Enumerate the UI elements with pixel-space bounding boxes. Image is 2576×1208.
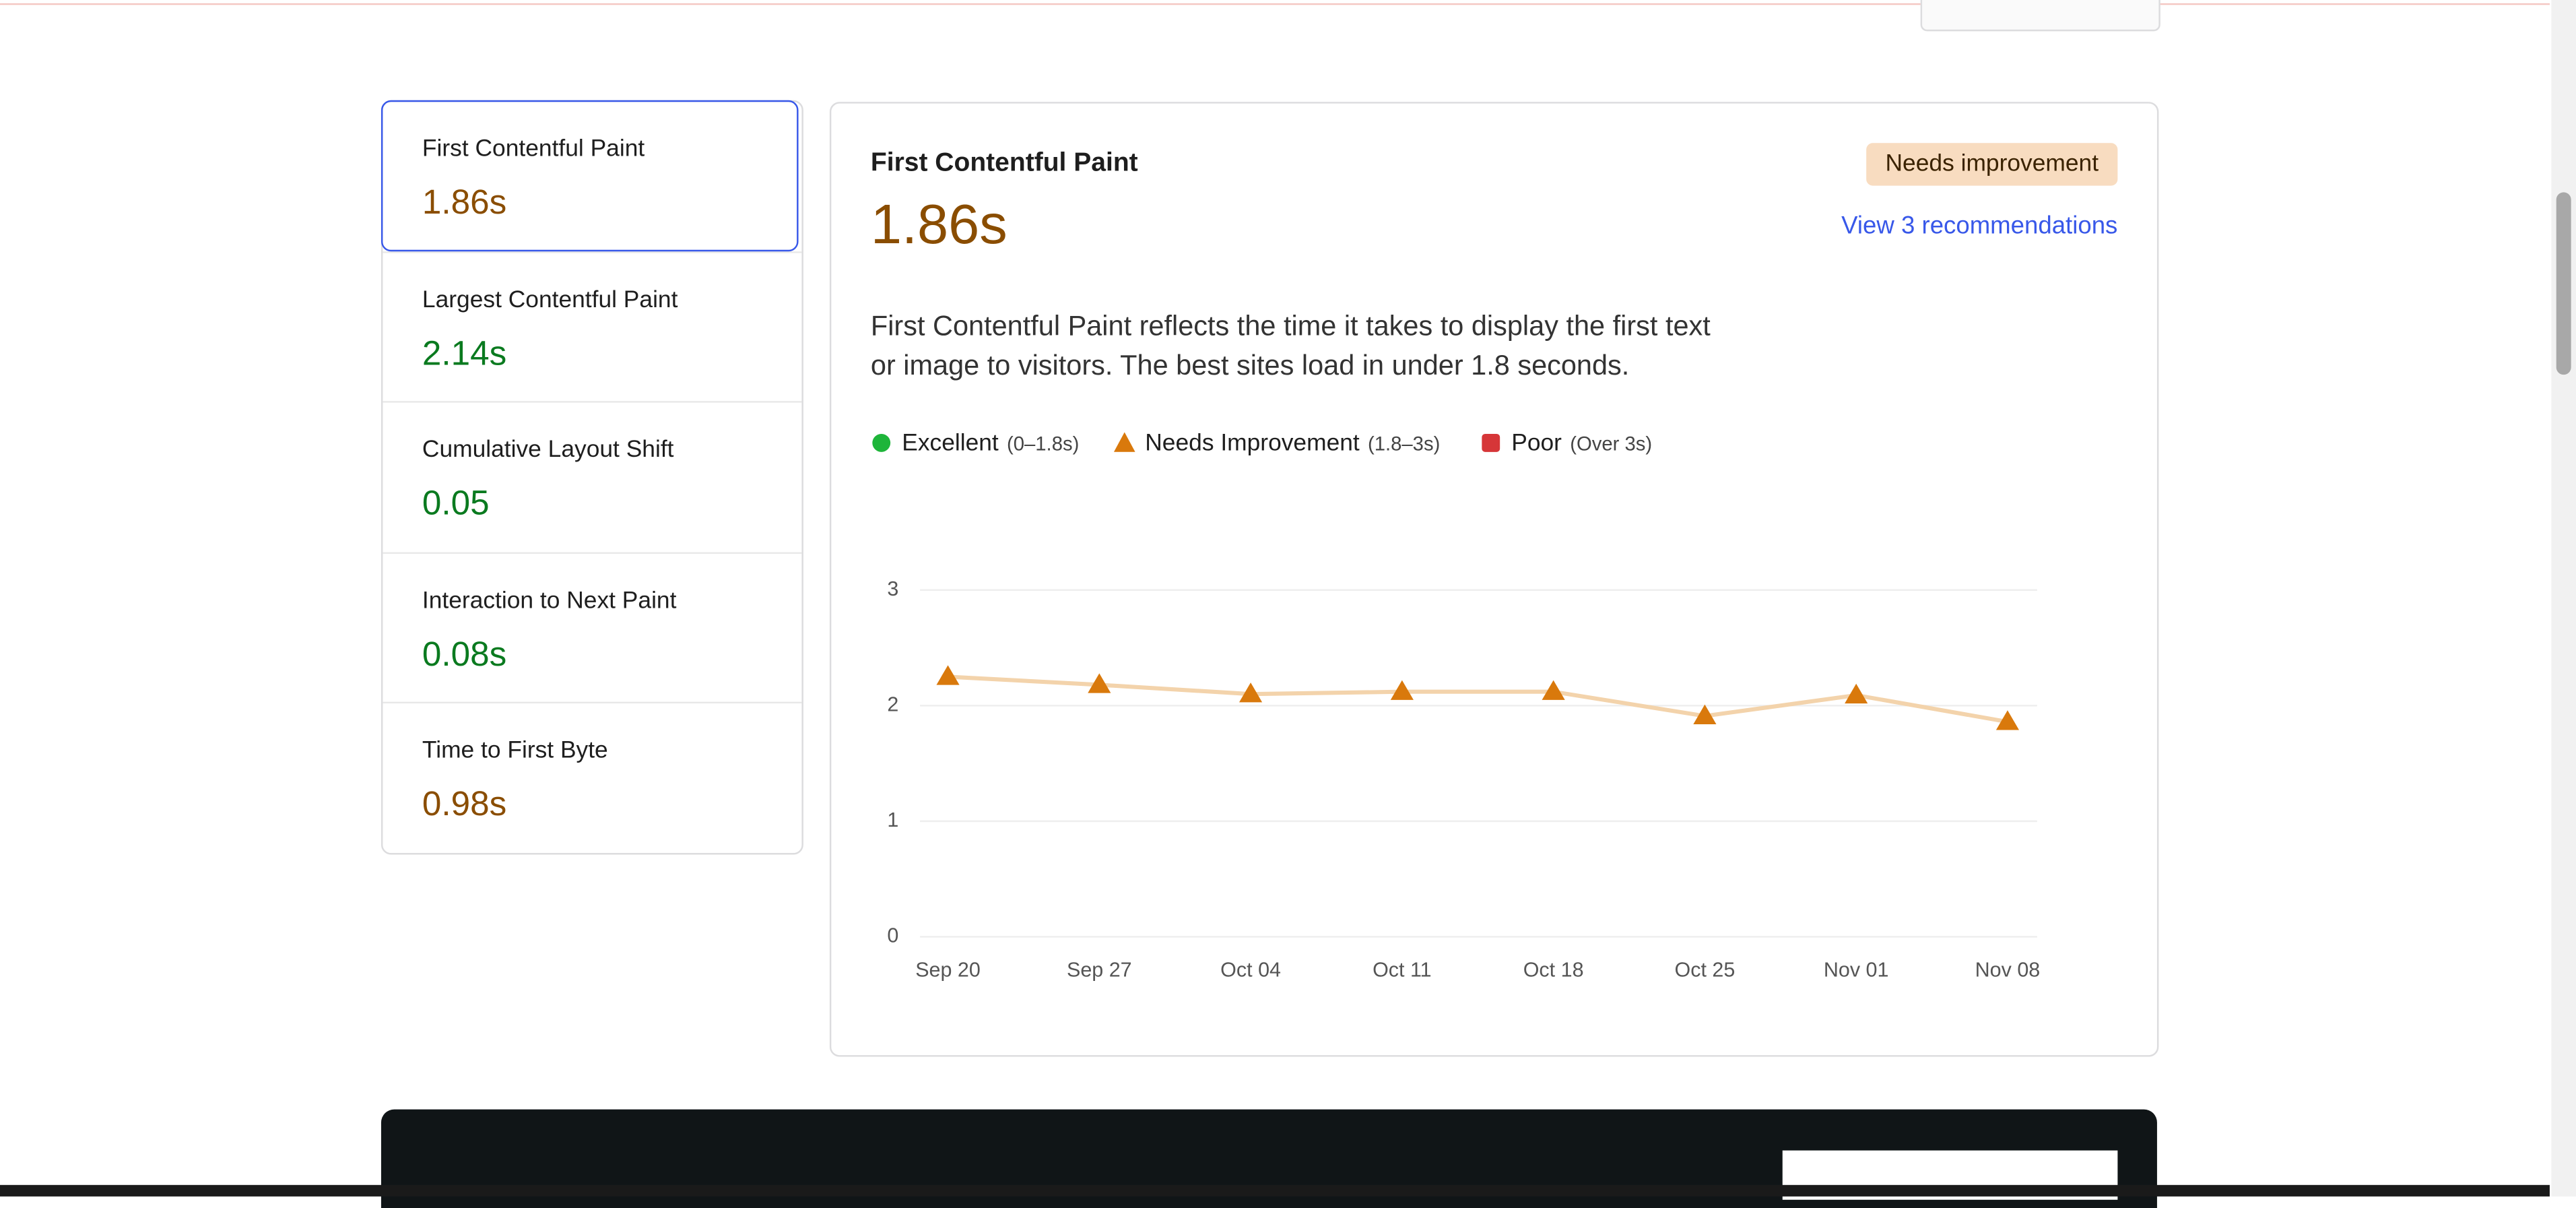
y-tick-label: 2 (887, 693, 898, 716)
x-tick-label: Nov 08 (1975, 959, 2041, 982)
y-tick-label: 3 (887, 577, 898, 600)
detail-value: 1.86s (870, 193, 1008, 257)
point-marker (1542, 680, 1565, 700)
metric-value: 1.86s (422, 184, 507, 222)
legend-square (1482, 434, 1500, 452)
x-tick-label: Sep 20 (915, 959, 981, 982)
selected-outline (381, 100, 799, 252)
metric-value: 0.05 (422, 484, 490, 523)
metric-name: Cumulative Layout Shift (422, 437, 674, 464)
point-marker (1693, 704, 1717, 724)
legend-name: Needs Improvement (1145, 431, 1360, 457)
y-tick-label: 0 (887, 924, 898, 947)
series-line (948, 674, 2008, 724)
detail-title: First Contentful Paint (870, 149, 1138, 178)
metric-value: 0.08s (422, 636, 507, 674)
metric[interactable]: First Contentful Paint 1.86s (383, 102, 801, 251)
legend-entry: Needs Improvement (1.8–3s) (1145, 431, 1440, 457)
preview-thumb (1920, 0, 2160, 32)
x-tick-label: Sep 27 (1067, 959, 1132, 982)
x-tick-label: Oct 25 (1674, 959, 1735, 982)
detail-panel (829, 102, 2159, 1057)
metric-name: Interaction to Next Paint (422, 588, 677, 615)
scroll-thumb[interactable] (2556, 192, 2571, 375)
description-line: First Contentful Paint reflects the time… (870, 311, 1711, 342)
x-tick-label: Oct 11 (1373, 959, 1432, 982)
legend-triangle (1113, 432, 1135, 452)
metric-value: 0.98s (422, 786, 507, 824)
legend-range: (1.8–3s) (1367, 432, 1441, 455)
x-tick-label: Nov 01 (1824, 959, 1889, 982)
point-marker (1390, 680, 1414, 700)
metrics-list: First Contentful Paint 1.86s Largest Cont… (381, 100, 803, 855)
metric-name: Largest Contentful Paint (422, 287, 678, 314)
y-tick-label: 1 (887, 808, 898, 831)
bottom-bar (0, 1184, 2550, 1197)
recommendations-link[interactable]: View 3 recommendations (1841, 212, 2118, 241)
legend-range: (0–1.8s) (1006, 432, 1080, 455)
metric[interactable]: Cumulative Layout Shift 0.05 (383, 401, 802, 550)
status-badge: Needs improvement (1866, 143, 2118, 186)
point-marker (1088, 673, 1111, 693)
description-line: or image to visitors. The best sites loa… (870, 350, 1630, 381)
point-marker (1845, 683, 1868, 704)
metric[interactable]: Interaction to Next Paint 0.08s (383, 552, 802, 702)
point-marker (1239, 682, 1263, 703)
scrollbar (2551, 0, 2576, 1197)
metric-name: Time to First Byte (422, 738, 608, 765)
metric-name: First Contentful Paint (422, 136, 645, 163)
metric[interactable]: Time to First Byte 0.98s (383, 701, 802, 852)
description: First Contentful Paint reflects the time… (871, 307, 1711, 386)
point-marker (936, 665, 960, 685)
legend-entry: Excellent (0–1.8s) (902, 431, 1079, 457)
legend-entry: Poor (Over 3s) (1511, 431, 1652, 457)
x-tick-label: Oct 18 (1523, 959, 1584, 982)
metric[interactable]: Largest Contentful Paint 2.14s (383, 251, 802, 401)
legend-name: Poor (1511, 431, 1562, 457)
x-tick-label: Oct 04 (1220, 959, 1281, 982)
legend-range: (Over 3s) (1570, 432, 1653, 455)
legend-dot (872, 434, 891, 452)
point-marker (1995, 710, 2020, 730)
top-border (0, 3, 2550, 5)
legend-name: Excellent (902, 431, 999, 457)
metric-value: 2.14s (422, 335, 507, 373)
